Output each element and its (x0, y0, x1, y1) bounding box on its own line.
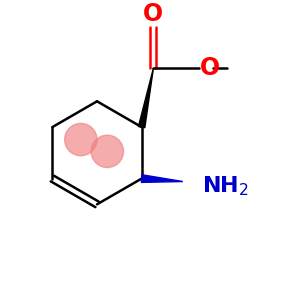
Text: O: O (200, 56, 220, 80)
Polygon shape (139, 68, 153, 128)
Polygon shape (141, 175, 183, 182)
Text: O: O (143, 2, 164, 26)
Circle shape (64, 123, 97, 156)
Text: NH$_2$: NH$_2$ (202, 174, 249, 198)
Circle shape (91, 135, 124, 167)
